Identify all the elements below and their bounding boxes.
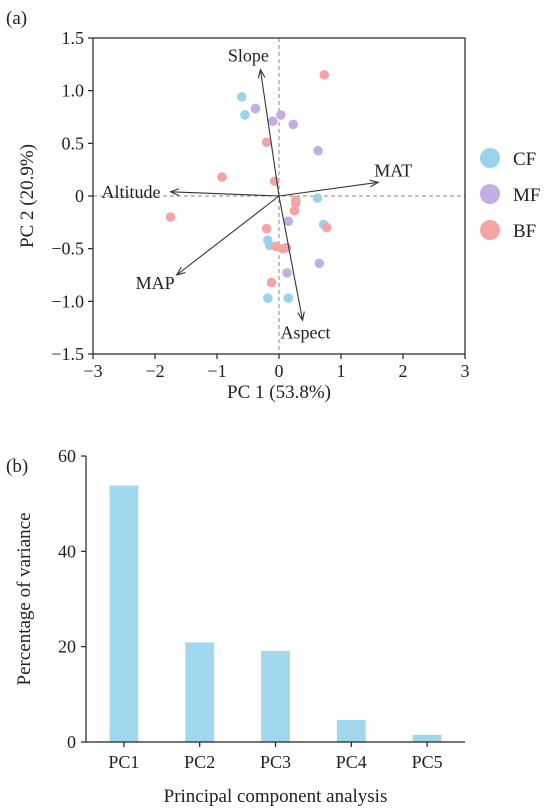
- y-tick-label: 0: [67, 732, 76, 752]
- pca-biplot-panel: (a) Slope Altitude MAT MAP Aspect −3 −2 −1 0 1 2 3…: [6, 8, 540, 403]
- arrowhead-aspect: [297, 311, 305, 322]
- point-mf: [283, 216, 294, 227]
- loading-label-map: MAP: [136, 273, 175, 293]
- x-axis-label: Principal component analysis: [164, 786, 388, 807]
- x-tick-label: −2: [145, 361, 164, 381]
- panel-a-label: (a): [6, 8, 27, 29]
- x-tick-label: 1: [337, 361, 346, 381]
- y-tick-label: 40: [58, 541, 76, 561]
- legend: CF MF BF: [480, 148, 540, 242]
- legend-marker-mf: [480, 184, 500, 204]
- loading-arrow-map: [176, 195, 280, 276]
- y-tick-label: 0: [75, 186, 84, 206]
- loading-vectors: Slope Altitude MAT MAP Aspect: [102, 46, 413, 343]
- y-tick-label: −1.5: [51, 344, 84, 364]
- point-bf: [165, 212, 176, 222]
- point-bf: [261, 223, 272, 234]
- legend-marker-cf: [480, 148, 500, 168]
- point-cf: [263, 293, 273, 303]
- x-tick-label: PC1: [108, 752, 139, 772]
- y-tick-label: 1.0: [62, 81, 85, 101]
- y-axis-label: Percentage of variance: [14, 512, 35, 685]
- x-tick-label: PC3: [260, 752, 291, 772]
- x-tick-label: PC5: [412, 752, 443, 772]
- legend-label-mf: MF: [513, 185, 540, 206]
- loading-label-altitude: Altitude: [102, 182, 161, 202]
- point-bf: [266, 277, 277, 288]
- point-mf: [250, 103, 261, 114]
- point-bf: [290, 198, 301, 209]
- x-tick-label: 2: [399, 361, 408, 381]
- arrowhead-mat: [369, 179, 380, 188]
- y-axis-ticks: −1.5 −1.0 −0.5 0 0.5 1.0 1.5: [51, 28, 93, 364]
- loading-arrow-mat: [278, 181, 379, 197]
- x-axis-label: PC 1 (53.8%): [227, 382, 331, 403]
- x-tick-label: 0: [275, 361, 284, 381]
- point-mf: [314, 258, 325, 269]
- point-cf: [283, 293, 294, 303]
- bars: [109, 485, 442, 742]
- legend-marker-bf: [480, 220, 500, 240]
- panel-b-label: (b): [6, 456, 28, 477]
- point-bf: [321, 222, 332, 233]
- bar-pc3: [261, 650, 290, 742]
- y-tick-label: 1.5: [62, 28, 85, 48]
- loading-arrow-aspect: [278, 195, 304, 321]
- point-bf: [261, 137, 272, 148]
- point-mf: [288, 119, 299, 130]
- y-tick-label: 20: [58, 637, 76, 657]
- point-bf: [319, 70, 330, 80]
- sample-points: [165, 70, 332, 303]
- bar-pc2: [185, 642, 215, 742]
- arrowhead-map: [175, 266, 186, 276]
- x-tick-label: −1: [207, 361, 226, 381]
- x-tick-label: 3: [461, 361, 470, 381]
- arrowhead-altitude: [169, 188, 180, 196]
- y-tick-label: 0.5: [62, 133, 85, 153]
- legend-label-cf: CF: [513, 149, 536, 170]
- loading-label-aspect: Aspect: [281, 322, 331, 342]
- y-axis-ticks: 0 20 40 60: [58, 446, 86, 752]
- point-cf: [312, 193, 323, 203]
- bar-pc5: [412, 734, 442, 742]
- point-bf: [269, 176, 280, 187]
- loading-arrow-slope: [259, 69, 280, 197]
- bar-pc4: [336, 720, 366, 742]
- point-mf: [276, 110, 286, 120]
- x-tick-label: PC2: [184, 752, 215, 772]
- variance-bar-panel: (b) 0 20 40 60 PC1 PC2 PC3 PC4 PC5 Principal co…: [6, 446, 465, 807]
- point-bf: [289, 205, 300, 216]
- x-axis-ticks: PC1 PC2 PC3 PC4 PC5: [108, 742, 443, 772]
- x-axis-ticks: −3 −2 −1 0 1 2 3: [83, 354, 470, 381]
- x-tick-label: −3: [83, 361, 102, 381]
- y-tick-label: 60: [58, 446, 76, 466]
- loading-label-slope: Slope: [228, 46, 269, 66]
- point-cf: [237, 92, 247, 102]
- point-mf: [268, 116, 278, 127]
- arrowhead-slope: [257, 68, 266, 79]
- point-mf: [282, 268, 292, 278]
- y-tick-label: −0.5: [51, 239, 84, 259]
- y-axis-label: PC 2 (20.9%): [17, 144, 38, 248]
- point-cf: [240, 110, 250, 120]
- bar-pc1: [109, 485, 139, 742]
- point-mf: [313, 145, 323, 156]
- loading-label-mat: MAT: [374, 160, 412, 180]
- legend-label-bf: BF: [513, 221, 536, 242]
- loading-arrow-altitude: [170, 191, 280, 197]
- point-bf: [217, 172, 227, 182]
- x-tick-label: PC4: [336, 752, 367, 772]
- y-tick-label: −1.0: [51, 291, 84, 311]
